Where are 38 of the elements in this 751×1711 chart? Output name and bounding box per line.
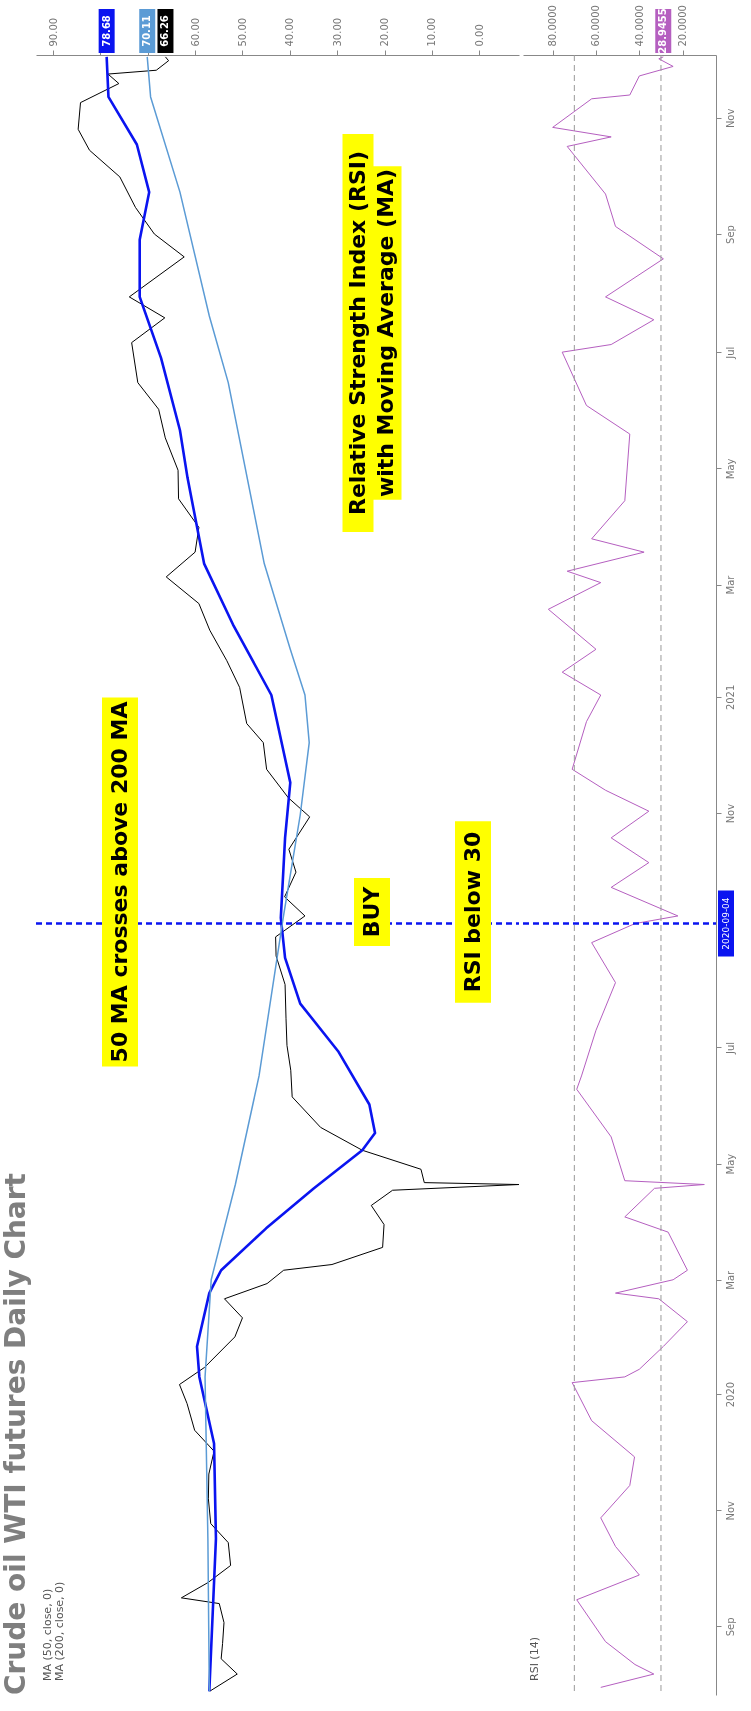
x-tick-label: 80.0000 bbox=[547, 5, 559, 47]
annotation: BUY bbox=[359, 885, 384, 938]
x-tick-label: 60.0000 bbox=[590, 5, 602, 47]
x-tick-label: 40.0000 bbox=[633, 5, 645, 47]
y-tick-label: 2020 bbox=[724, 1381, 736, 1408]
y-tick-label: May bbox=[724, 458, 736, 480]
y-tick-label: Sep bbox=[724, 225, 736, 244]
x-tick-label: 20.00 bbox=[379, 17, 391, 47]
x-tick-label: 0.00 bbox=[473, 24, 485, 47]
x-tick-label: 20.0000 bbox=[677, 5, 689, 47]
text: Crude oil WTI futures Daily Chart bbox=[0, 1173, 32, 1695]
data-label: 28.9455 bbox=[657, 8, 669, 54]
annotation: MA (200, close, 0) bbox=[53, 1581, 66, 1681]
annotation: 50 MA crosses above 200 MA bbox=[107, 701, 132, 1063]
ref-line-label: 2020-09-04 bbox=[721, 897, 731, 950]
annotation: RSI (14) bbox=[528, 1637, 541, 1681]
y-tick-label: Jul bbox=[724, 1041, 736, 1055]
data-label: 70.11 bbox=[141, 15, 153, 47]
annotation: Relative Strength Index (RSI) with Moving Average (MA) bbox=[345, 150, 398, 516]
x-tick-label: 30.00 bbox=[331, 17, 343, 47]
x-tick-label: 60.00 bbox=[189, 17, 201, 47]
annotation: MA (50, close, 0) bbox=[41, 1588, 54, 1681]
annotation: RSI below 30 bbox=[460, 831, 485, 993]
y-tick-label: 2021 bbox=[724, 684, 736, 711]
y-tick-label: Mar bbox=[724, 1269, 736, 1290]
y-tick-label: Mar bbox=[724, 574, 736, 595]
y-tick-label: Nov bbox=[724, 803, 736, 824]
y-tick-label: Jul bbox=[724, 346, 736, 360]
x-tick-label: 40.00 bbox=[284, 17, 296, 47]
x-tick-label: 90.00 bbox=[47, 17, 59, 47]
y-tick-label: May bbox=[724, 1153, 736, 1175]
x-tick-label: 50.00 bbox=[236, 17, 248, 47]
y-tick-label: Nov bbox=[724, 1500, 736, 1521]
data-label: 66.26 bbox=[159, 15, 171, 47]
data-label: 78.68 bbox=[100, 15, 112, 47]
y-tick-label: Sep bbox=[724, 1617, 736, 1637]
y-tick-label: Nov bbox=[724, 108, 736, 129]
x-tick-label: 10.00 bbox=[426, 17, 438, 47]
